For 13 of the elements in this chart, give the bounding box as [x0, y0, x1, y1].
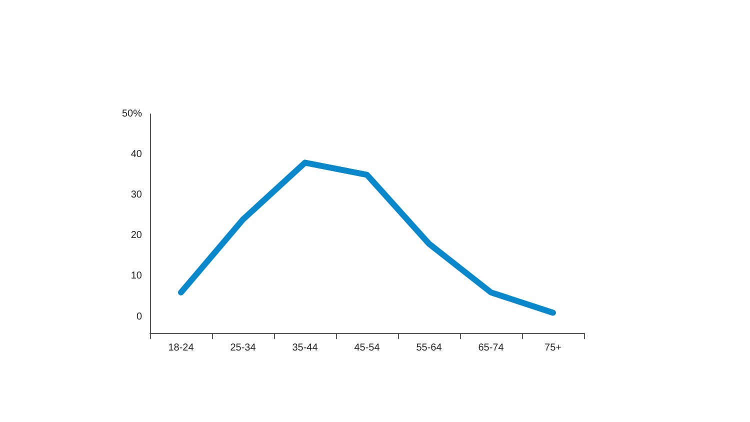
y-tick-label: 40: [130, 149, 142, 160]
y-tick-label: 10: [130, 270, 142, 282]
x-tick-label: 55-64: [416, 342, 442, 354]
x-tick-label: 25-34: [230, 342, 256, 354]
x-tick-label: 75+: [544, 342, 562, 354]
y-tick-label: 50%: [122, 108, 142, 120]
y-tick-label: 0: [136, 311, 142, 322]
y-tick-label: 30: [130, 190, 142, 201]
x-tick-label: 65-74: [478, 342, 504, 354]
y-tick-label: 20: [130, 230, 142, 242]
x-tick-label: 35-44: [292, 342, 318, 354]
x-tick-label: 18-24: [168, 342, 194, 354]
x-tick-label: 45-54: [354, 342, 380, 354]
